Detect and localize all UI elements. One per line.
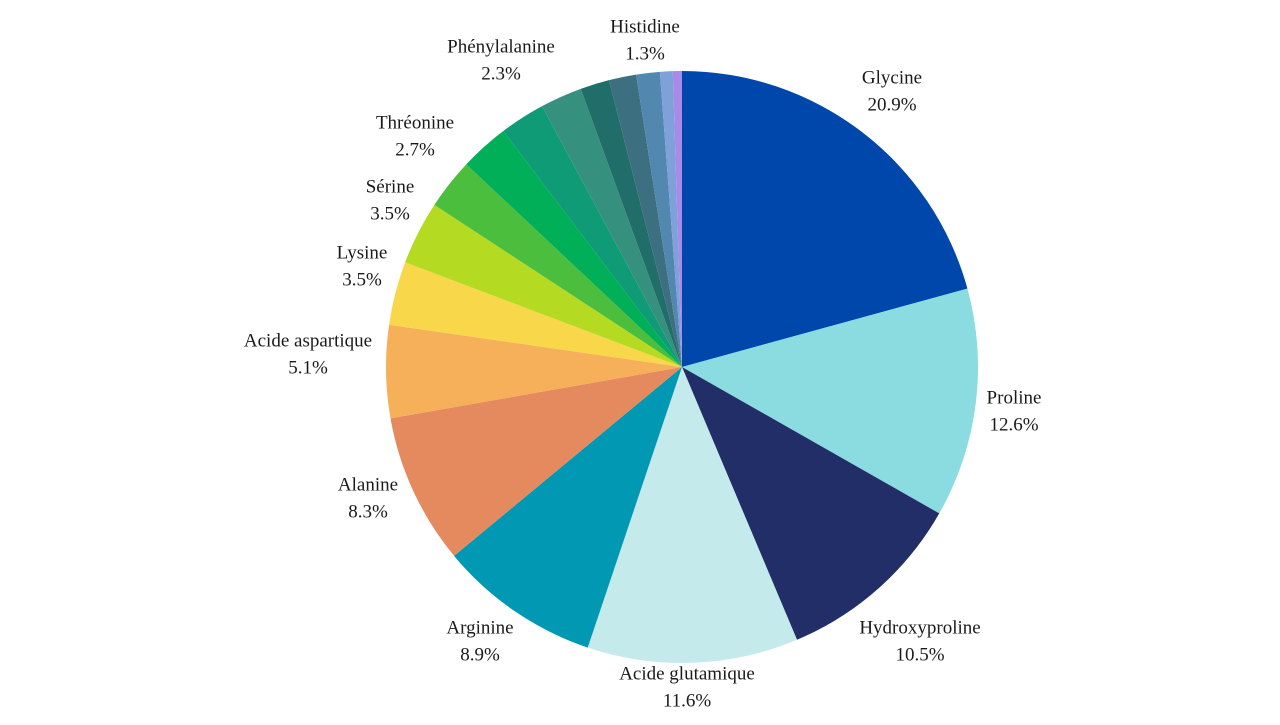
slice-label-hydroxyproline: Hydroxyproline xyxy=(859,617,980,638)
slice-value-label-acide-aspartique: 5.1% xyxy=(288,357,328,378)
slice-label-proline: Proline xyxy=(987,387,1042,408)
slice-label-s-rine: Sérine xyxy=(366,176,415,197)
slice-label-acide-glutamique: Acide glutamique xyxy=(619,663,755,684)
slices-layer xyxy=(386,70,978,664)
pie-slice-unlabeled-16 xyxy=(659,71,682,367)
slice-value-label-alanine: 8.3% xyxy=(348,501,388,522)
pie-slice-lysine xyxy=(389,262,682,367)
pie-slice-histidine xyxy=(636,71,682,367)
pie-slice-arginine xyxy=(454,367,682,648)
pie-slice-proline xyxy=(682,288,978,514)
slice-value-label-glycine: 20.9% xyxy=(867,94,916,115)
slice-label-histidine: Histidine xyxy=(610,16,680,37)
pie-slice-glycine xyxy=(682,71,968,367)
slice-label-glycine: Glycine xyxy=(862,67,922,88)
slice-label-lysine: Lysine xyxy=(337,242,388,263)
pie-slice-unlabeled-13 xyxy=(580,80,682,368)
slice-label-ph-nylalanine: Phénylalanine xyxy=(447,36,555,57)
slice-value-label-hydroxyproline: 10.5% xyxy=(895,644,944,665)
slice-label-alanine: Alanine xyxy=(338,474,398,495)
pie-slice-ph-nylalanine xyxy=(542,88,682,367)
pie-slice-unlabeled-14 xyxy=(608,74,682,367)
slice-value-label-ph-nylalanine: 2.3% xyxy=(481,63,521,84)
slice-value-label-thr-onine: 2.7% xyxy=(395,139,435,160)
slice-value-label-proline: 12.6% xyxy=(989,414,1038,435)
pie-slice-hydroxyproline xyxy=(682,367,940,640)
slice-label-thr-onine: Thréonine xyxy=(376,112,454,133)
slice-value-label-s-rine: 3.5% xyxy=(370,203,410,224)
pie-slice-unlabeled-17 xyxy=(672,70,682,368)
pie-slice-acide-aspartique xyxy=(386,324,682,419)
pie-slice-unlabeled-9 xyxy=(434,164,682,367)
slice-value-label-lysine: 3.5% xyxy=(342,269,382,290)
pie-slice-unlabeled-11 xyxy=(503,106,682,368)
pie-slice-thr-onine xyxy=(466,131,682,367)
pie-slice-alanine xyxy=(390,367,682,556)
pie-slice-s-rine xyxy=(405,204,682,367)
slice-value-label-arginine: 8.9% xyxy=(460,644,500,665)
slice-label-acide-aspartique: Acide aspartique xyxy=(244,330,372,351)
slice-value-label-histidine: 1.3% xyxy=(625,43,665,64)
slice-value-label-acide-glutamique: 11.6% xyxy=(663,690,712,711)
labels-layer: Glycine 20.9% Proline 12.6% Hydroxyproline 10… xyxy=(244,16,1042,711)
pie-slice-acide-glutamique xyxy=(587,367,797,664)
slice-label-arginine: Arginine xyxy=(446,617,513,638)
